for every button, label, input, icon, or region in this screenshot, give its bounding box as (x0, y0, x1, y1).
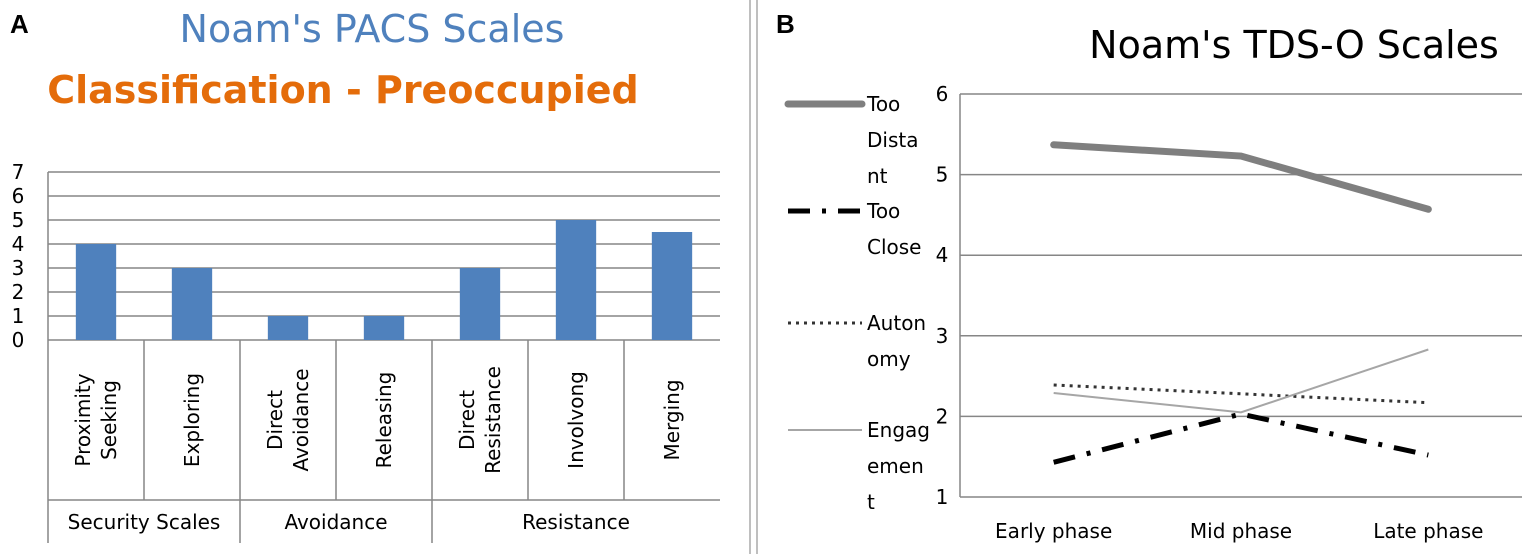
category-label: Exploring (180, 373, 204, 467)
y-tick-label: 1 (12, 304, 25, 328)
y-tick-label: 6 (12, 184, 25, 208)
panel-b-letter: B (776, 9, 795, 39)
series-line (1050, 141, 1432, 213)
y-tick-label: 5 (936, 163, 949, 187)
legend-label: Too (866, 199, 900, 223)
legend-label: emen (867, 454, 924, 478)
bar (267, 316, 309, 340)
bar (459, 268, 501, 340)
legend-label: Too (866, 92, 900, 116)
y-tick-label: 3 (12, 256, 25, 280)
y-tick-label: 2 (12, 280, 25, 304)
tdso-chart-title: Noam's TDS-O Scales (1089, 23, 1499, 67)
category-label: Merging (660, 379, 684, 460)
legend-label: nt (867, 164, 888, 188)
category-label: Resistance (481, 366, 505, 474)
legend-label: omy (867, 347, 911, 371)
tdso-line-chart: 1 2 3 4 5 6 Early phase Mid phase Late phase Too D… (784, 82, 1522, 543)
bar (75, 244, 117, 340)
series-line (1053, 383, 1429, 405)
category-label: Proximity (71, 373, 95, 466)
category-label: Avoidance (289, 368, 313, 471)
x-tick-label: Mid phase (1190, 519, 1292, 543)
x-tick-label: Early phase (995, 519, 1112, 543)
panel-a-letter: A (10, 9, 29, 39)
category-label: Involvong (564, 371, 588, 469)
bar (555, 220, 597, 340)
legend-label: Engag (867, 418, 930, 442)
pacs-chart-title: Noam's PACS Scales (180, 7, 565, 51)
y-tick-label: 6 (936, 82, 949, 106)
y-tick-label: 1 (936, 485, 949, 509)
bar (651, 232, 693, 340)
legend-label: Close (867, 235, 921, 259)
pacs-chart-subtitle: Classification - Preoccupied (47, 68, 639, 112)
x-tick-label: Late phase (1373, 519, 1483, 543)
bar (363, 316, 405, 340)
y-tick-label: 0 (12, 328, 25, 352)
y-tick-label: 4 (12, 232, 25, 256)
category-label: Releasing (372, 372, 396, 469)
group-label: Resistance (522, 510, 630, 534)
series-line (1053, 411, 1429, 465)
legend-label: t (867, 490, 875, 514)
category-label: Direct (455, 390, 479, 450)
category-label: Seeking (97, 380, 121, 460)
y-tick-label: 5 (12, 208, 25, 232)
legend-label: Auton (867, 311, 926, 335)
group-label: Avoidance (284, 510, 387, 534)
y-tick-label: 7 (12, 160, 25, 184)
category-label: Direct (263, 390, 287, 450)
series-line (1053, 348, 1429, 414)
bar (171, 268, 213, 340)
y-tick-label: 3 (936, 324, 949, 348)
legend-label: Dista (867, 128, 918, 152)
y-tick-label: 4 (936, 243, 949, 267)
group-label: Security Scales (68, 510, 221, 534)
y-tick-label: 2 (936, 404, 949, 428)
